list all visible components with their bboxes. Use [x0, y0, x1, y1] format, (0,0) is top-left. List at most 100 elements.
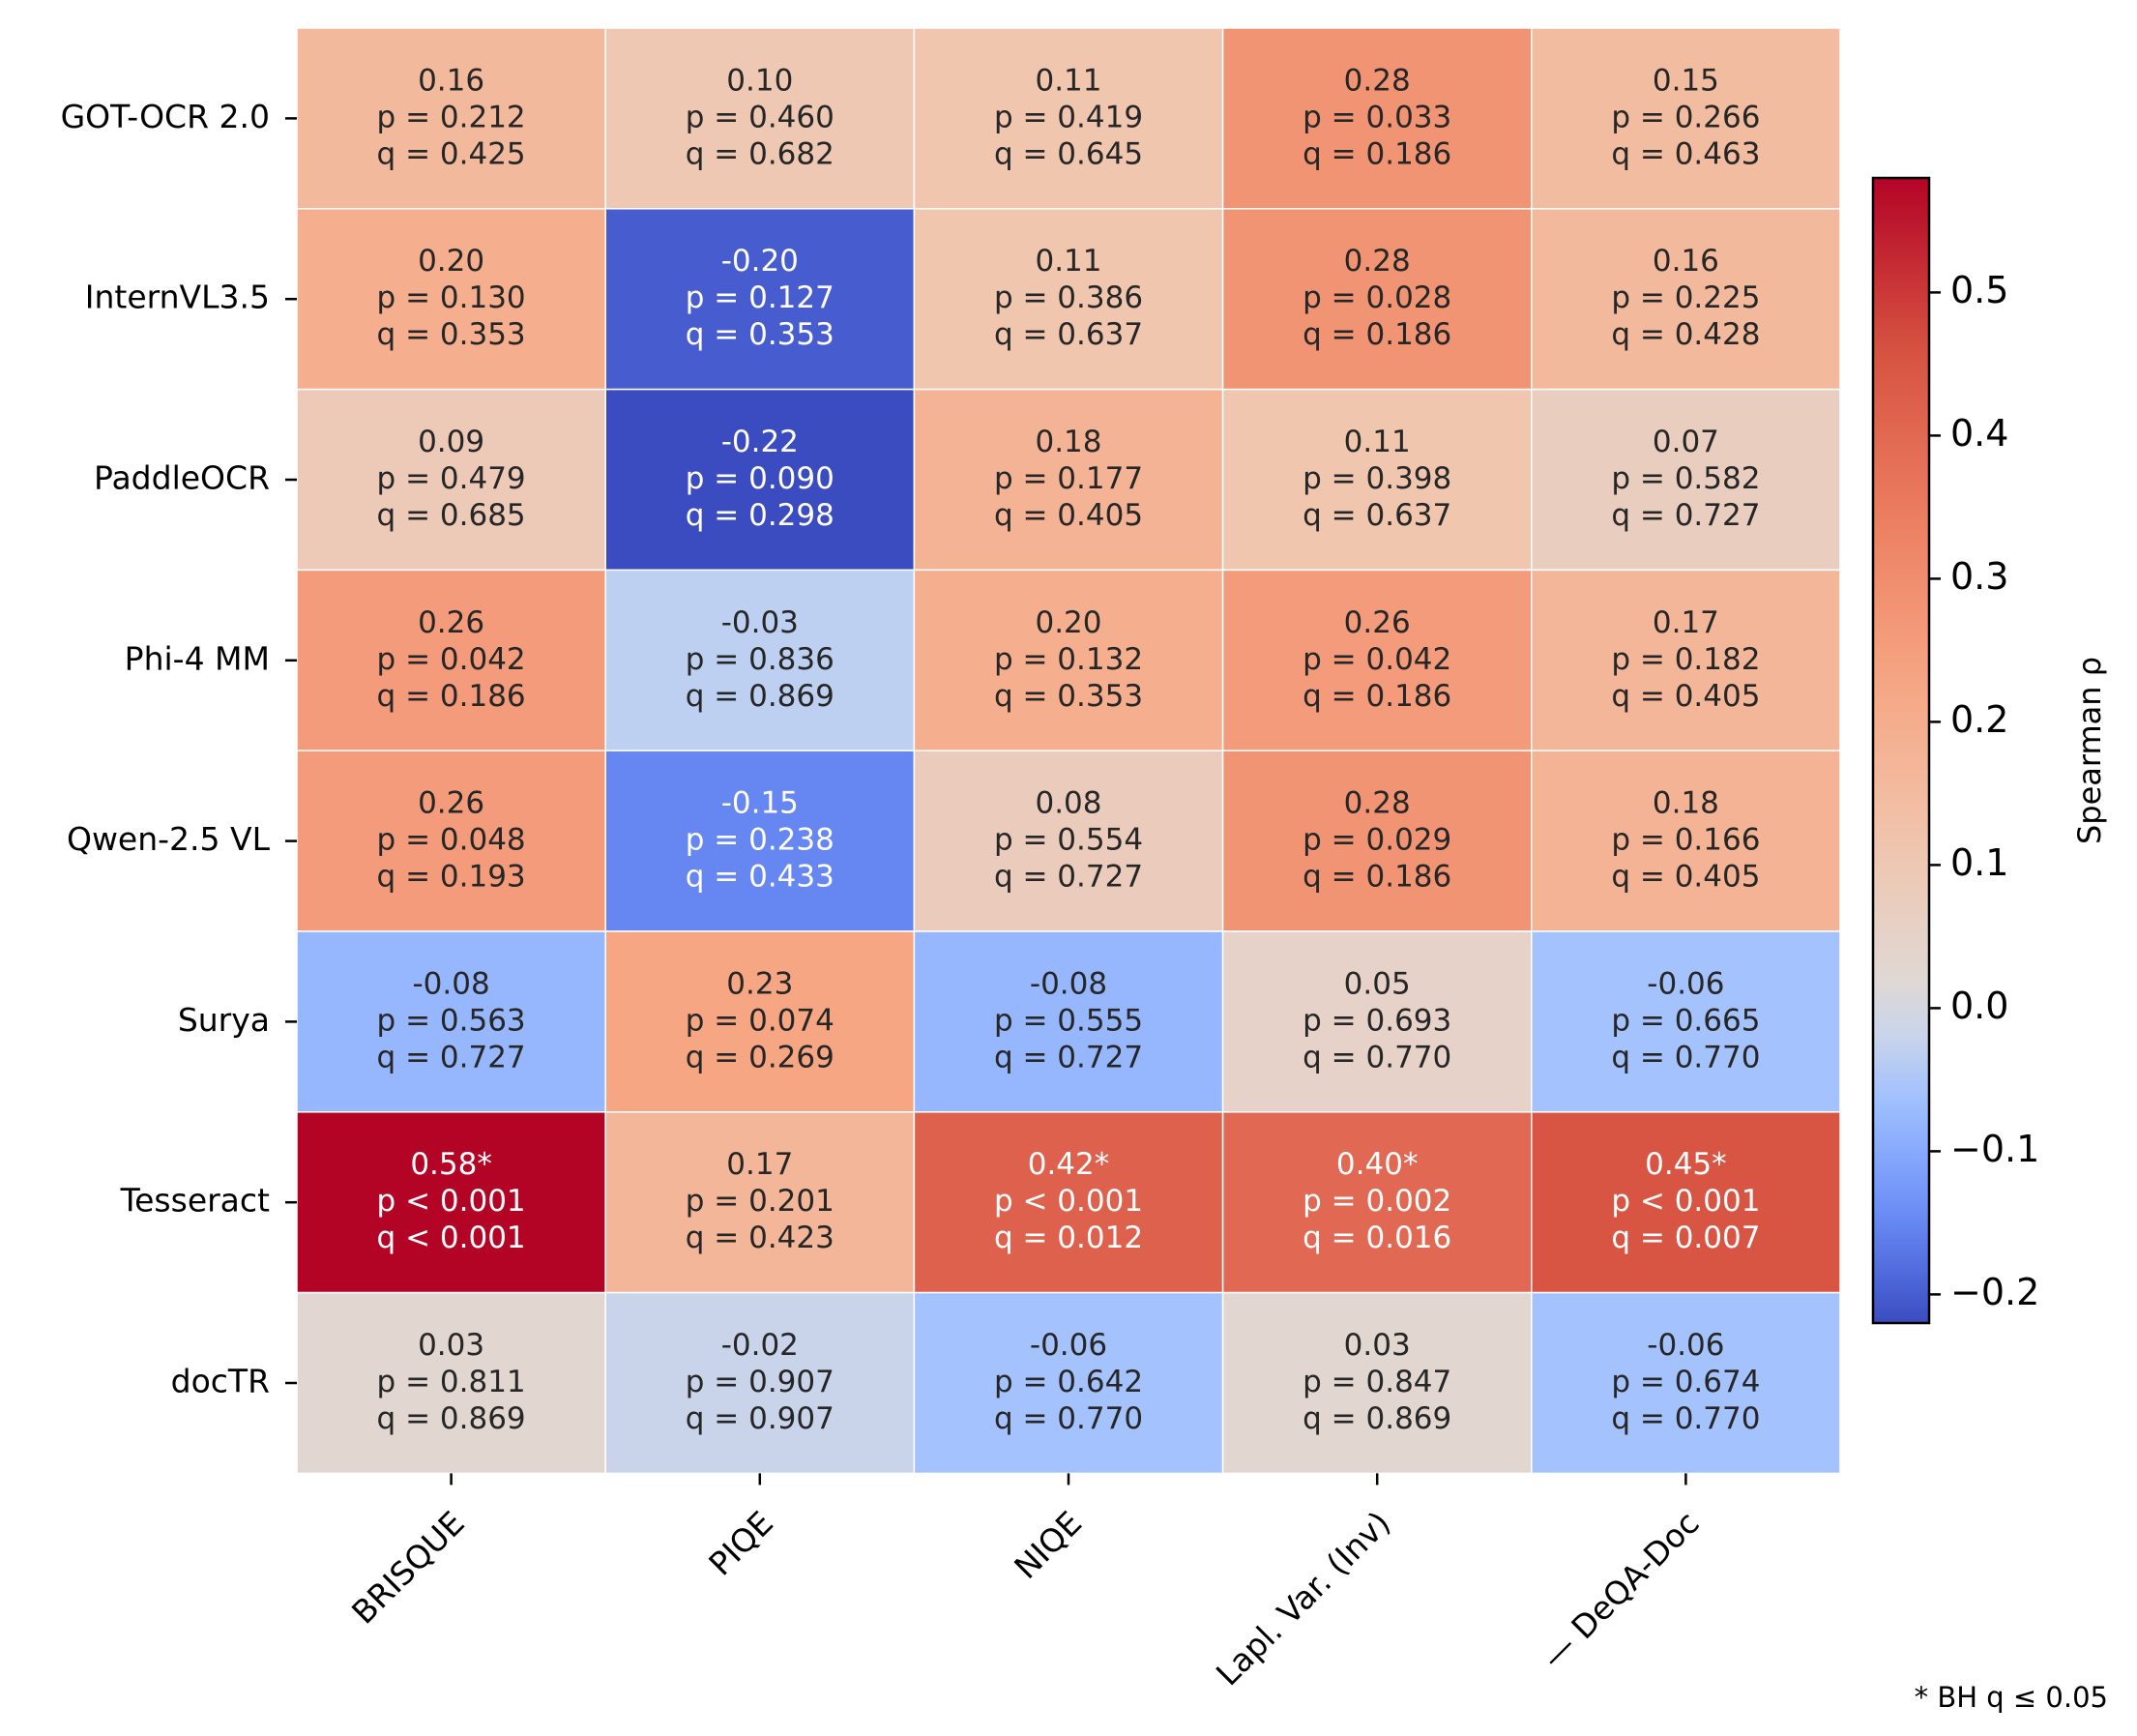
cell-annotation: -0.08 p = 0.555 q = 0.727 — [994, 966, 1143, 1074]
y-tick-label: Tesseract — [120, 1182, 270, 1220]
cell-annotation-line: q = 0.637 — [994, 317, 1143, 352]
colorbar-tick-label: 0.0 — [1950, 985, 2008, 1027]
cell-annotation-line: p = 0.563 — [377, 1003, 526, 1038]
cell-annotation-line: p = 0.674 — [1611, 1365, 1760, 1399]
cell-annotation-line: q = 0.405 — [1611, 678, 1760, 713]
cell-annotation-line: 0.07 — [1653, 425, 1719, 459]
heatmap-cell — [1531, 388, 1841, 572]
cell-annotation: 0.09 p = 0.479 q = 0.685 — [377, 425, 526, 533]
y-axis: GOT-OCR 2.0 InternVL3.5 PaddleOCR Phi-4 MM Q… — [61, 98, 297, 1400]
cell-annotation-line: 0.20 — [418, 244, 484, 279]
cell-annotation-line: q = 0.353 — [686, 317, 834, 352]
heatmap-cell — [296, 930, 606, 1113]
heatmap-cell — [296, 750, 606, 932]
cell-annotation-line: q = 0.186 — [1303, 136, 1451, 171]
y-tick-label: Qwen-2.5 VL — [67, 820, 271, 858]
cell-annotation-line: q = 0.869 — [686, 678, 834, 713]
heatmap-cell — [604, 569, 916, 751]
cell-annotation: 0.42* p < 0.001 q = 0.012 — [994, 1147, 1143, 1255]
cell-annotation-line: q = 0.907 — [686, 1401, 834, 1436]
cell-annotation-line: p = 0.042 — [377, 641, 526, 676]
heatmap-cell — [1221, 27, 1533, 210]
cell-annotation-line: 0.20 — [1035, 604, 1101, 639]
cell-annotation-line: p = 0.907 — [686, 1365, 834, 1399]
cell-annotation-line: p = 0.847 — [1303, 1365, 1451, 1399]
cell-annotation-line: 0.03 — [1344, 1328, 1411, 1363]
cell-annotation-line: 0.17 — [1653, 604, 1719, 639]
heatmap-cell — [1531, 208, 1841, 391]
cell-annotation-line: q = 0.405 — [1611, 859, 1760, 894]
heatmap-cell — [1531, 569, 1841, 751]
x-tick-label: NIQE — [1007, 1504, 1089, 1586]
cell-annotation-line: q = 0.423 — [686, 1221, 834, 1255]
cell-annotation: -0.06 p = 0.642 q = 0.770 — [994, 1328, 1143, 1436]
cell-annotation: 0.28 p = 0.033 q = 0.186 — [1303, 63, 1451, 171]
cell-annotation-line: p = 0.127 — [686, 280, 834, 315]
cell-annotation-line: q = 0.727 — [994, 1040, 1143, 1074]
heatmap-cell — [913, 27, 1224, 210]
heatmap-cell — [1531, 930, 1841, 1113]
heatmap-cell — [1531, 750, 1841, 932]
cell-annotation-line: 0.18 — [1653, 785, 1719, 820]
heatmap-cell — [1221, 569, 1533, 751]
cell-annotation: -0.20 p = 0.127 q = 0.353 — [686, 244, 834, 352]
cell-annotation-line: 0.45* — [1645, 1147, 1727, 1182]
cell-annotation-line: p = 0.166 — [1611, 822, 1760, 857]
x-axis: BRISQUE PIQE NIQE Lapl. Var. (Inv) — DeQA-Do… — [344, 1473, 1707, 1692]
cell-annotation: 0.17 p = 0.182 q = 0.405 — [1611, 604, 1760, 713]
heatmap-cell — [1531, 1111, 1841, 1294]
cell-annotation-line: q = 0.637 — [1303, 498, 1451, 533]
x-tick-label: BRISQUE — [344, 1504, 472, 1632]
cell-annotation: 0.03 p = 0.847 q = 0.869 — [1303, 1328, 1451, 1436]
cell-annotation-line: q = 0.012 — [994, 1221, 1143, 1255]
cell-annotation-line: 0.40* — [1336, 1147, 1419, 1182]
cell-annotation-line: -0.22 — [721, 425, 799, 459]
cell-annotation-line: q = 0.186 — [1303, 678, 1451, 713]
cell-annotation-line: q = 0.727 — [1611, 498, 1760, 533]
heatmap-cell — [296, 1291, 606, 1475]
cell-annotation-line: p = 0.028 — [1303, 280, 1451, 315]
cell-annotation: -0.06 p = 0.674 q = 0.770 — [1611, 1328, 1760, 1436]
heatmap-cell — [913, 569, 1224, 751]
x-tick-label: — DeQA-Doc — [1535, 1504, 1707, 1676]
heatmap-cell — [604, 1291, 916, 1475]
cell-annotation-line: 0.11 — [1035, 63, 1101, 98]
heatmap-cell — [1531, 1291, 1841, 1475]
cell-annotation: 0.05 p = 0.693 q = 0.770 — [1303, 966, 1451, 1074]
cell-annotation-line: p = 0.811 — [377, 1365, 526, 1399]
cell-annotation: -0.02 p = 0.907 q = 0.907 — [686, 1328, 834, 1436]
cell-annotation: -0.22 p = 0.090 q = 0.298 — [686, 425, 834, 533]
cell-annotation: 0.18 p = 0.177 q = 0.405 — [994, 425, 1143, 533]
cell-annotation-line: q = 0.869 — [1303, 1401, 1451, 1436]
cell-annotation-line: 0.26 — [1344, 604, 1411, 639]
cell-annotation-line: p = 0.002 — [1303, 1184, 1451, 1219]
cell-annotation-line: p = 0.642 — [994, 1365, 1143, 1399]
cell-annotation: 0.17 p = 0.201 q = 0.423 — [686, 1147, 834, 1255]
cell-annotation: -0.08 p = 0.563 q = 0.727 — [377, 966, 526, 1074]
colorbar-label: Spearman ρ — [2071, 657, 2108, 844]
heatmap-cell — [296, 208, 606, 391]
cell-annotation-line: q = 0.425 — [377, 136, 526, 171]
cell-annotation-line: q = 0.770 — [1611, 1401, 1760, 1436]
cell-annotation: 0.16 p = 0.225 q = 0.428 — [1611, 244, 1760, 352]
cell-annotation-line: 0.16 — [418, 63, 484, 98]
heatmap-cell — [1221, 1111, 1533, 1294]
cell-annotation-line: p = 0.238 — [686, 822, 834, 857]
heatmap-cell — [1221, 1291, 1533, 1475]
cell-annotation-line: p = 0.212 — [377, 100, 526, 134]
heatmap-cell — [604, 930, 916, 1113]
cell-annotation: -0.06 p = 0.665 q = 0.770 — [1611, 966, 1760, 1074]
colorbar-tick-label: 0.1 — [1950, 841, 2008, 884]
cell-annotation: 0.40* p = 0.002 q = 0.016 — [1303, 1147, 1451, 1255]
cell-annotation-line: q = 0.727 — [377, 1040, 526, 1074]
significance-footnote: * BH q ≤ 0.05 — [1915, 1681, 2108, 1714]
cell-annotation-line: q = 0.269 — [686, 1040, 834, 1074]
cell-annotation-line: p = 0.398 — [1303, 461, 1451, 496]
cell-annotation-line: 0.17 — [726, 1147, 793, 1182]
cell-annotation: 0.26 p = 0.042 q = 0.186 — [1303, 604, 1451, 713]
cell-annotation: 0.08 p = 0.554 q = 0.727 — [994, 785, 1143, 894]
cell-annotation-line: -0.06 — [1647, 966, 1724, 1001]
cell-annotation: 0.45* p < 0.001 q = 0.007 — [1611, 1147, 1760, 1255]
cell-annotation-line: q = 0.186 — [1303, 859, 1451, 894]
